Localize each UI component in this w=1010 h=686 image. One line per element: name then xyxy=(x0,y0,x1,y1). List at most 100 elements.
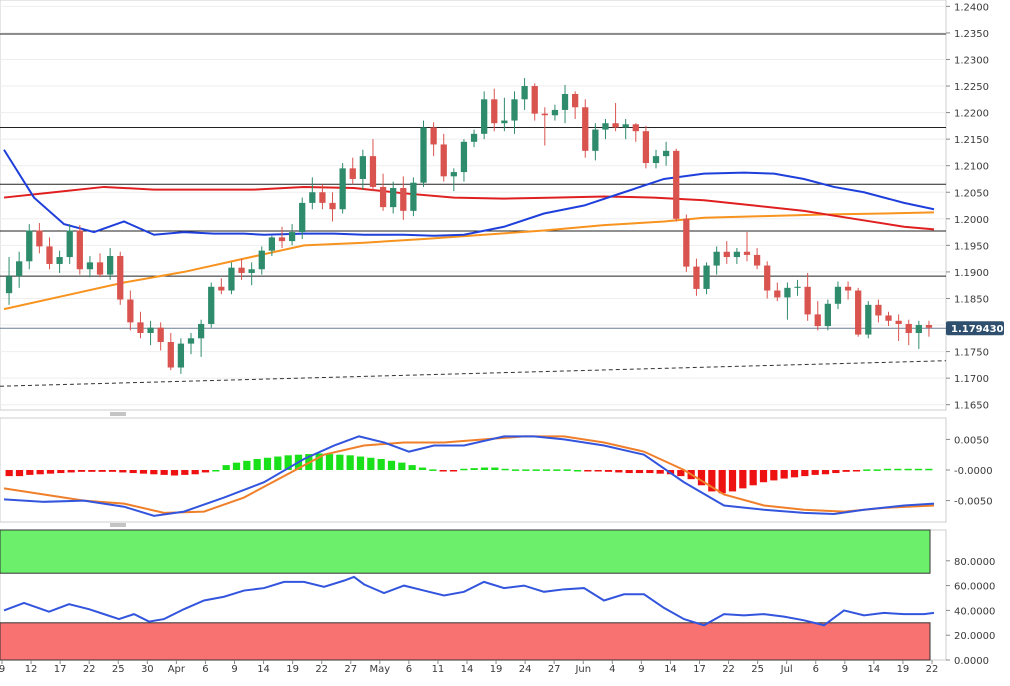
macd-hist-bar-negative xyxy=(749,470,757,486)
candle-bull xyxy=(248,269,255,273)
candle-bear xyxy=(774,290,781,298)
x-axis-label: 27 xyxy=(344,664,357,675)
x-axis-label: 11 xyxy=(432,664,445,675)
candle-bear xyxy=(683,218,690,267)
x-axis-label: 22 xyxy=(722,664,735,675)
price-axis-label: 1.1650 xyxy=(954,401,989,412)
macd-hist-bar-negative xyxy=(449,470,458,472)
candle-bull xyxy=(662,150,670,157)
macd-hist-bar-negative xyxy=(129,470,137,474)
candle-bear xyxy=(743,251,751,255)
x-axis-label: 24 xyxy=(519,664,532,675)
candle-bull xyxy=(309,192,316,203)
candle-bear xyxy=(855,290,862,335)
current-price-label: 1.179430 xyxy=(951,324,1004,335)
candle-bear xyxy=(76,230,83,270)
macd-signal-line xyxy=(3,435,935,514)
candle-bear xyxy=(319,192,326,203)
macd-hist-bar-positive xyxy=(460,468,468,471)
macd-hist-bar-negative xyxy=(77,470,86,472)
rsi-line xyxy=(3,575,935,627)
macd-hist-bar-negative xyxy=(842,470,850,472)
x-axis-label: 19 xyxy=(286,664,299,675)
candle-bull xyxy=(339,168,346,210)
candle-bull xyxy=(268,237,276,251)
x-axis-label: 12 xyxy=(25,664,38,675)
candle-bull xyxy=(26,230,33,262)
macd-hist-bar-negative xyxy=(852,470,861,472)
price-axis-label: 1.1750 xyxy=(954,348,989,359)
current-price-tag: 1.179430 xyxy=(946,321,1004,336)
candle-bull xyxy=(187,338,195,344)
rsi-axis-label: 0.0000 xyxy=(954,656,989,667)
candle-bear xyxy=(875,304,882,316)
candle-bull xyxy=(511,99,518,121)
candle-bull xyxy=(834,286,842,304)
panel-resize-handle-2[interactable] xyxy=(110,523,126,527)
candle-bear xyxy=(572,94,579,108)
x-axis-label: Apr xyxy=(168,664,186,675)
macd-hist-bar-negative xyxy=(780,470,788,479)
macd-hist-bar-negative xyxy=(98,470,106,472)
macd-hist-bar-positive xyxy=(398,462,406,470)
candle-bear xyxy=(46,246,53,264)
candle-bull xyxy=(501,120,508,124)
candle-bear xyxy=(117,255,124,300)
candle-bull xyxy=(450,172,457,177)
candle-bull xyxy=(16,261,23,277)
price-axis-label: 1.2350 xyxy=(954,29,989,40)
rsi-overbought-zone xyxy=(0,529,931,574)
candle-bear xyxy=(582,107,589,151)
x-axis-label: 9 xyxy=(231,664,237,675)
macd-hist-bar-negative xyxy=(770,470,778,481)
candle-bear xyxy=(925,325,933,328)
candle-bear xyxy=(632,124,639,132)
macd-hist-bar-positive xyxy=(573,470,582,472)
price-axis-label: 1.2150 xyxy=(954,135,989,146)
candle-bull xyxy=(602,123,609,130)
macd-hist-bar-positive xyxy=(336,454,344,470)
macd-hist-bar-negative xyxy=(728,470,737,492)
candle-bear xyxy=(612,123,619,128)
macd-hist-bar-negative xyxy=(160,470,168,475)
candle-bull xyxy=(784,287,791,298)
macd-line xyxy=(3,435,935,517)
x-axis-label: 27 xyxy=(548,664,561,675)
macd-hist-bar-positive xyxy=(904,468,912,471)
sma-slow-line xyxy=(3,211,935,311)
candle-bull xyxy=(86,262,94,270)
x-axis-label: 6 xyxy=(202,664,208,675)
candle-bear xyxy=(844,286,852,291)
x-axis-label: 25 xyxy=(112,664,125,675)
panel-resize-handle-1[interactable] xyxy=(110,412,126,416)
candle-bull xyxy=(481,99,488,134)
x-axis-label: Jun xyxy=(574,664,591,675)
macd-hist-bar-positive xyxy=(522,469,530,471)
x-axis-label: 19 xyxy=(897,664,910,675)
x-axis-label: 19 xyxy=(490,664,503,675)
macd-axis-label: 0.0050 xyxy=(954,435,989,446)
candle-bull xyxy=(592,129,599,151)
candle-bear xyxy=(693,266,700,289)
candle-bear xyxy=(400,188,407,211)
candle-bear xyxy=(491,99,498,124)
candle-bull xyxy=(177,343,185,368)
macd-hist-bar-positive xyxy=(511,469,520,471)
macd-hist-bar-negative xyxy=(36,470,44,475)
candle-bear xyxy=(167,342,174,368)
candle-bear xyxy=(804,286,811,315)
macd-hist-bar-positive xyxy=(377,458,385,470)
macd-hist-bar-positive xyxy=(315,453,323,470)
x-axis-label: 14 xyxy=(868,664,881,675)
macd-hist-bar-positive xyxy=(408,465,416,470)
macd-hist-bar-positive xyxy=(418,467,427,470)
candle-bull xyxy=(915,325,922,333)
rsi-axis: 80.0000 60.0000 40.0000 20.0000 0.0000 xyxy=(946,557,995,667)
candle-bull xyxy=(147,327,154,333)
x-axis: 9 12 17 22 25 30 Apr 6 9 14 19 22 27 May 6 11 14 19 24 27 Ju… xyxy=(0,660,938,675)
candle-bear xyxy=(642,131,650,164)
rsi-axis-label: 80.0000 xyxy=(954,557,995,568)
candle-bull xyxy=(299,202,306,233)
rsi-axis-label: 20.0000 xyxy=(954,631,995,642)
macd-hist-bar-positive xyxy=(232,462,241,470)
